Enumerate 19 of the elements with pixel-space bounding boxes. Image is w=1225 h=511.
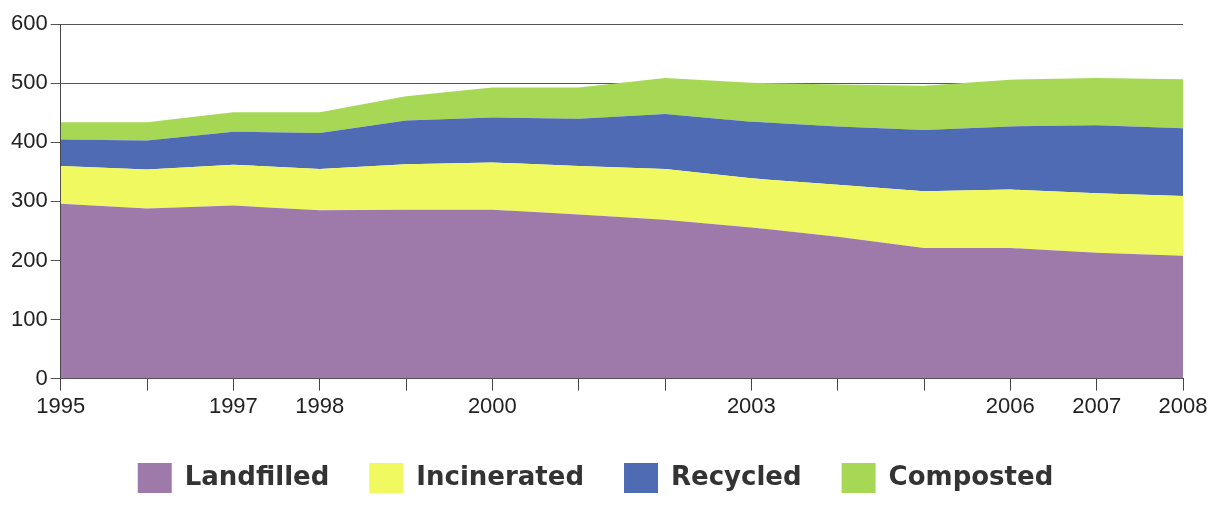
legend-label: Composted bbox=[888, 460, 1054, 491]
x-tick-label: 2008 bbox=[1158, 392, 1208, 418]
x-tick-label: 2000 bbox=[467, 392, 517, 418]
x-tick-label: 2003 bbox=[726, 392, 776, 418]
y-tick-label: 300 bbox=[10, 187, 48, 213]
x-tick-label: 2007 bbox=[1072, 392, 1122, 418]
x-tick-label: 1997 bbox=[208, 392, 258, 418]
y-tick-label: 0 bbox=[35, 364, 48, 390]
x-tick-label: 1995 bbox=[36, 392, 86, 418]
y-tick-label: 500 bbox=[10, 69, 48, 95]
y-tick-label: 400 bbox=[10, 128, 48, 154]
legend-label: Landfilled bbox=[184, 460, 330, 491]
x-tick-label: 2006 bbox=[985, 392, 1035, 418]
y-tick-label: 200 bbox=[10, 246, 48, 272]
legend-label: Recycled bbox=[671, 460, 802, 491]
legend-label: Incinerated bbox=[416, 460, 585, 491]
y-tick-label: 100 bbox=[10, 305, 48, 331]
y-tick-label: 600 bbox=[10, 10, 48, 36]
x-tick-label: 1998 bbox=[295, 392, 345, 418]
